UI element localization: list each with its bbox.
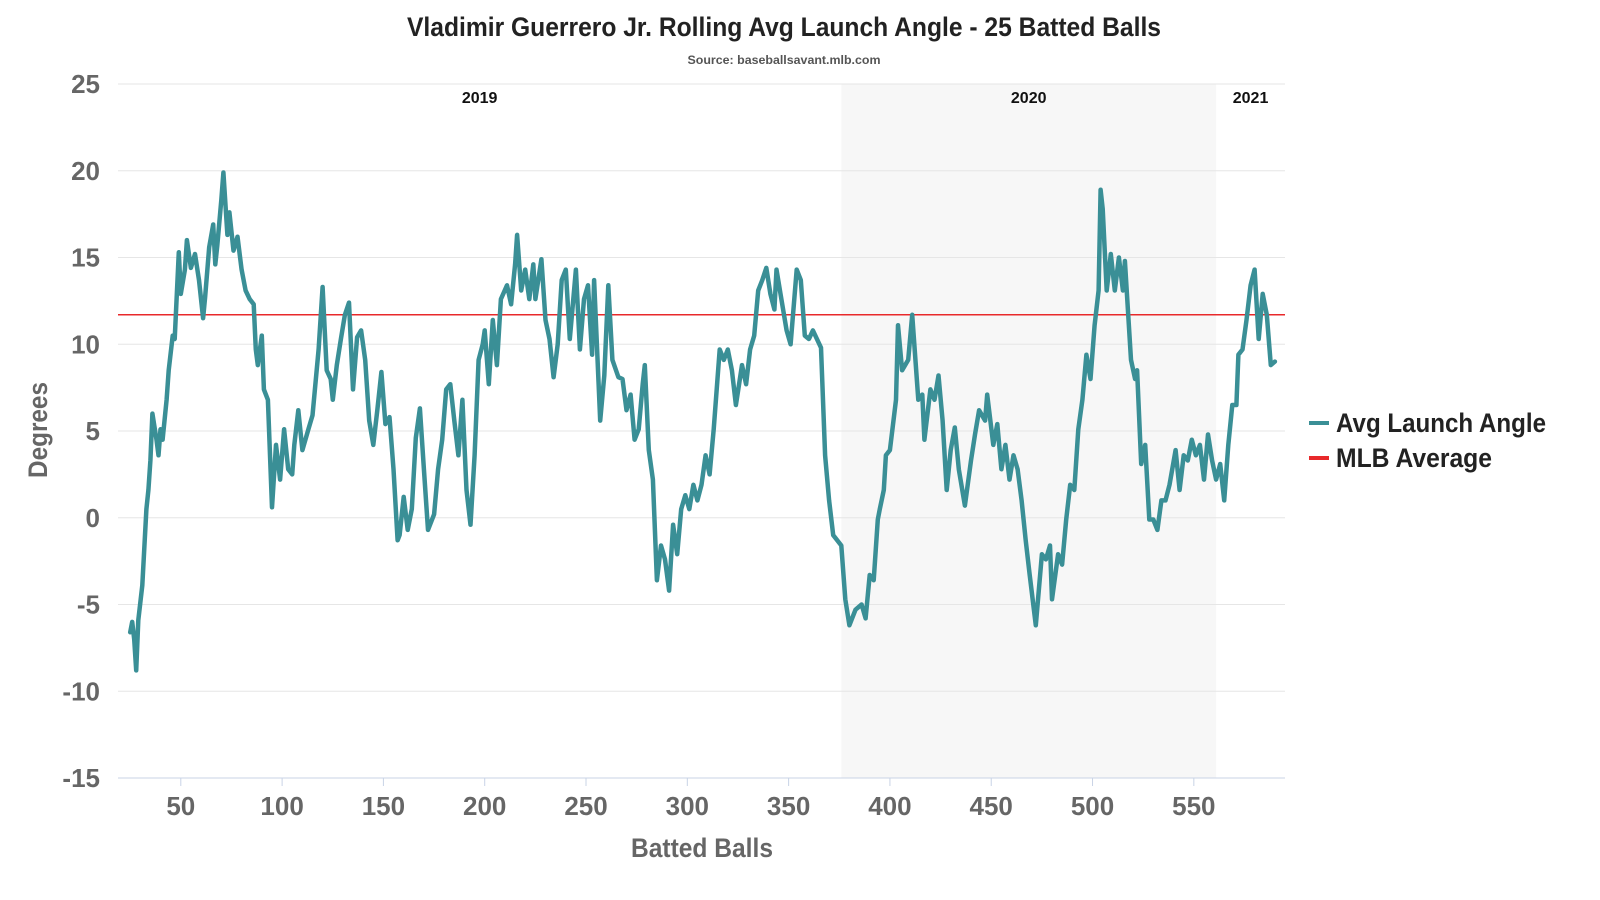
y-tick-label: 10 [71, 329, 100, 359]
y-tick-label: 5 [86, 416, 100, 446]
x-tick-label: 150 [362, 791, 405, 821]
x-tick-label: 200 [463, 791, 506, 821]
x-axis-ticks: 50 100 150 200 250 300 350 400 450 500 550 [166, 778, 1216, 821]
legend-label-avg-launch-angle: Avg Launch Angle [1336, 408, 1546, 438]
chart-title: Vladimir Guerrero Jr. Rolling Avg Launch… [407, 12, 1161, 42]
legend-label-mlb-average: MLB Average [1336, 443, 1492, 473]
gridlines [118, 83, 1285, 692]
x-tick-label: 250 [564, 791, 607, 821]
x-tick-label: 550 [1172, 791, 1215, 821]
legend-item-mlb-average[interactable]: MLB Average [1309, 443, 1492, 473]
legend-swatch-avg-launch-angle [1309, 421, 1329, 425]
y-tick-label: 15 [71, 243, 100, 273]
season-label-2021: 2021 [1233, 90, 1269, 107]
legend-swatch-mlb-average [1309, 456, 1329, 460]
x-axis-label: Batted Balls [631, 833, 773, 863]
x-tick-label: 350 [767, 791, 810, 821]
y-axis-label: Degrees [23, 382, 53, 478]
x-tick-label: 300 [666, 791, 709, 821]
chart-subtitle: Source: baseballsavant.mlb.com [688, 53, 881, 67]
season-label-2019: 2019 [462, 90, 498, 107]
x-tick-label: 450 [970, 791, 1013, 821]
y-axis-ticks: 25 20 15 10 5 0 -5 -10 -15 [62, 69, 100, 793]
x-tick-label: 50 [166, 791, 195, 821]
y-tick-label: 25 [71, 69, 100, 99]
legend: Avg Launch Angle MLB Average [1309, 408, 1546, 473]
y-tick-label: -10 [62, 676, 100, 706]
season-labels: 2019 2020 2021 [462, 90, 1269, 107]
avg-launch-angle-line [127, 170, 1278, 673]
season-label-2020: 2020 [1011, 90, 1047, 107]
x-tick-label: 400 [868, 791, 911, 821]
data-points [130, 172, 1275, 671]
y-tick-label: -15 [62, 763, 100, 793]
y-tick-label: 20 [71, 156, 100, 186]
y-tick-label: -5 [77, 590, 100, 620]
x-tick-label: 500 [1071, 791, 1114, 821]
legend-item-avg-launch-angle[interactable]: Avg Launch Angle [1309, 408, 1546, 438]
x-tick-label: 100 [260, 791, 303, 821]
y-tick-label: 0 [86, 503, 100, 533]
